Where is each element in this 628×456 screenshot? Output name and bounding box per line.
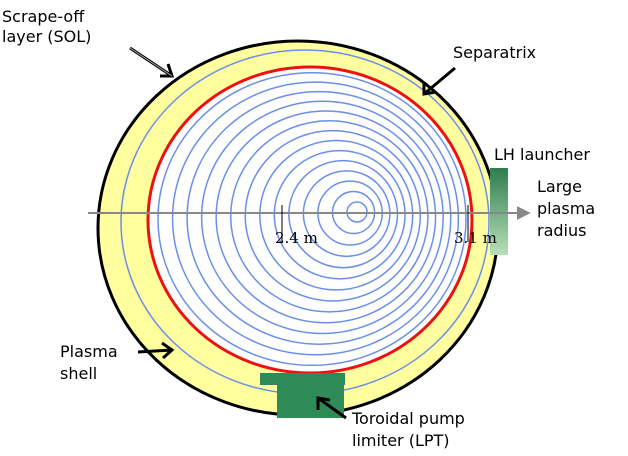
flux-surface: [273, 149, 406, 280]
radius-label: Large plasma radius: [537, 177, 595, 240]
pump-limiter: [277, 373, 344, 418]
flux-surface: [215, 110, 437, 324]
sol-line: Scrape-off: [2, 7, 85, 26]
radius-line: plasma: [537, 199, 595, 218]
tick-label: 2.4 m: [275, 229, 318, 247]
limiter-label: Toroidal pump limiter (LPT): [351, 409, 465, 450]
flux-surface: [186, 90, 452, 345]
limiter-line: Toroidal pump: [351, 409, 465, 428]
flux-surface: [157, 71, 467, 367]
sol-label: Scrape-off layer (SOL): [2, 7, 91, 46]
flux-surfaces: [157, 71, 467, 367]
lh-label: LH launcher: [494, 145, 590, 164]
flux-surface: [259, 139, 414, 291]
tick-label: 3.1 m: [454, 229, 497, 247]
flux-surface: [244, 129, 422, 302]
limiter-line: limiter (LPT): [352, 431, 450, 450]
flux-surface: [171, 81, 460, 356]
lh-launcher: [490, 168, 508, 255]
flux-surface: [288, 159, 399, 269]
separatrix-label: Separatrix: [453, 43, 536, 62]
pointer-highlight: [129, 47, 173, 77]
shell-label: Plasma shell: [60, 342, 118, 383]
separatrix: [146, 65, 474, 375]
radius-line: radius: [537, 221, 586, 240]
radius-line: Large: [537, 177, 582, 196]
sol-line: layer (SOL): [2, 27, 91, 46]
shell-line: Plasma: [60, 342, 118, 361]
flux-surface: [200, 100, 444, 335]
flux-surface: [229, 119, 429, 313]
shell-line: shell: [60, 364, 97, 383]
